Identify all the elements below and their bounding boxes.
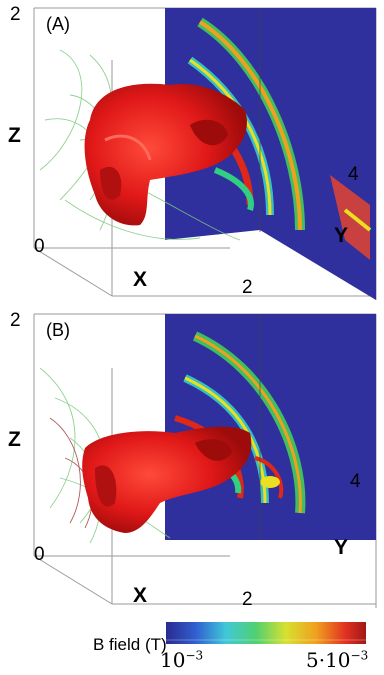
y-max-tick: 4: [350, 471, 361, 492]
origin-tick: 0: [34, 236, 45, 257]
z-max-tick: 2: [10, 4, 21, 25]
panel-b-render: [33, 313, 377, 608]
x-max-tick: 2: [242, 277, 253, 298]
z-max-tick: 2: [10, 310, 21, 331]
y-max-tick: 4: [348, 164, 359, 185]
field-slice-plane: [165, 8, 376, 300]
panel-b: (B) 2 Z 0 X 2 4 Y: [0, 308, 384, 613]
panel-a: (A) 2 Z 0 X 2 4 Y: [0, 0, 384, 305]
field-slice-plane: [165, 314, 376, 540]
colorbar-max-label: 5·10−3: [306, 648, 369, 672]
x-axis-label: X: [133, 268, 148, 291]
panel-id-label: (A): [46, 14, 70, 34]
b-field-isosurface: [84, 83, 247, 226]
z-axis-label: Z: [8, 428, 21, 451]
panel-id-label: (B): [46, 320, 70, 340]
panel-a-render: [33, 7, 377, 300]
colorbar-title: B field (T): [93, 635, 167, 654]
y-axis-label: Y: [334, 536, 349, 559]
y-axis-label: Y: [334, 224, 349, 247]
x-max-tick: 2: [242, 589, 253, 610]
z-axis-label: Z: [8, 124, 21, 147]
colorbar-min-label: 10−3: [160, 648, 204, 672]
x-axis-label: X: [133, 584, 148, 607]
colorbar: B field (T) 10−3 5·10−3: [0, 610, 384, 675]
b-field-isosurface: [82, 426, 252, 533]
origin-tick: 0: [34, 544, 45, 565]
colorbar-gradient: [166, 622, 366, 644]
